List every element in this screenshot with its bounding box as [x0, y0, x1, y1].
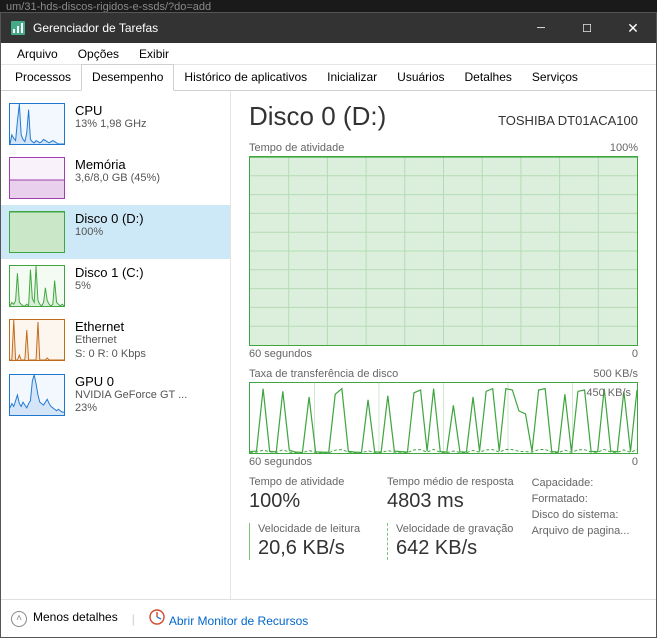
sidebar-item-subtitle: Ethernet S: 0 R: 0 Kbps [75, 334, 146, 362]
stat-write-label: Velocidade de gravação [396, 523, 514, 535]
menubar: ArquivoOpçõesExibir [1, 43, 656, 65]
sidebar-item-4[interactable]: EthernetEthernet S: 0 R: 0 Kbps [1, 313, 230, 368]
stat-write-value: 642 KB/s [396, 537, 514, 560]
sidebar-item-title: Disco 1 (C:) [75, 265, 144, 280]
main-panel: Disco 0 (D:) TOSHIBA DT01ACA100 Tempo de… [231, 91, 656, 599]
stat-resp-value: 4803 ms [387, 490, 514, 513]
sidebar-item-subtitle: 13% 1,98 GHz [75, 118, 147, 132]
chart1-label-left: Tempo de atividade [249, 142, 344, 154]
sidebar-item-subtitle: 5% [75, 280, 144, 294]
throughput-chart: 450 KB/s [249, 382, 638, 454]
sidebar-item-title: GPU 0 [75, 374, 187, 389]
tab-2[interactable]: Histórico de aplicativos [174, 65, 317, 90]
capacity-line: Capacidade: [532, 476, 630, 492]
open-resmon-link[interactable]: Abrir Monitor de Recursos [149, 609, 308, 628]
maximize-button[interactable]: ☐ [564, 13, 610, 43]
sidebar-thumb [9, 374, 65, 416]
stat-active-label: Tempo de atividade [249, 476, 369, 488]
menu-arquivo[interactable]: Arquivo [7, 45, 68, 63]
tab-0[interactable]: Processos [5, 65, 81, 90]
capacity-line: Disco do sistema: [532, 508, 630, 524]
sidebar-item-1[interactable]: Memória3,6/8,0 GB (45%) [1, 151, 230, 205]
separator: | [132, 612, 135, 626]
chart1-axis-right: 0 [632, 348, 638, 360]
fewer-details-button[interactable]: ˄Menos detalhes [11, 610, 118, 627]
stat-capacity-block: Capacidade:Formatado:Disco do sistema:Ar… [532, 476, 630, 570]
chart1-label-right: 100% [610, 142, 638, 154]
chevron-up-icon: ˄ [11, 611, 27, 627]
tab-3[interactable]: Inicializar [317, 65, 387, 90]
sidebar-item-subtitle: NVIDIA GeForce GT ... 23% [75, 389, 187, 417]
tab-4[interactable]: Usuários [387, 65, 454, 90]
sidebar-item-2[interactable]: Disco 0 (D:)100% [1, 205, 230, 259]
sidebar: CPU13% 1,98 GHzMemória3,6/8,0 GB (45%)Di… [1, 91, 231, 599]
stat-read-value: 20,6 KB/s [258, 537, 369, 560]
tab-6[interactable]: Serviços [522, 65, 588, 90]
chart1-axis-left: 60 segundos [249, 348, 312, 360]
page-title: Disco 0 (D:) [249, 101, 386, 132]
background-stray-text: um/31-hds-discos-rigidos-e-ssds/?do=add [0, 0, 657, 12]
close-button[interactable]: ✕ [610, 13, 656, 43]
tab-1[interactable]: Desempenho [81, 64, 174, 91]
footer: ˄Menos detalhes | Abrir Monitor de Recur… [1, 599, 656, 637]
sidebar-item-title: Ethernet [75, 319, 146, 334]
disk-model: TOSHIBA DT01ACA100 [498, 113, 638, 128]
chart2-label-right: 500 KB/s [593, 368, 638, 380]
capacity-line: Formatado: [532, 492, 630, 508]
app-icon [11, 21, 25, 35]
window: Gerenciador de Tarefas ─ ☐ ✕ ArquivoOpçõ… [0, 12, 657, 638]
sidebar-item-title: CPU [75, 103, 147, 118]
sidebar-thumb [9, 103, 65, 145]
sidebar-thumb [9, 319, 65, 361]
menu-exibir[interactable]: Exibir [129, 45, 179, 63]
sidebar-thumb [9, 211, 65, 253]
sidebar-thumb [9, 157, 65, 199]
sidebar-item-title: Memória [75, 157, 160, 172]
sidebar-item-5[interactable]: GPU 0NVIDIA GeForce GT ... 23% [1, 368, 230, 423]
chart2-axis-right: 0 [632, 456, 638, 468]
sidebar-item-subtitle: 100% [75, 226, 144, 240]
minimize-button[interactable]: ─ [518, 13, 564, 43]
menu-opções[interactable]: Opções [68, 45, 129, 63]
chart2-axis-left: 60 segundos [249, 456, 312, 468]
chart2-label-left: Taxa de transferência de disco [249, 368, 398, 380]
resmon-icon [149, 609, 165, 625]
chart2-inside-label: 450 KB/s [586, 387, 631, 399]
tab-5[interactable]: Detalhes [455, 65, 522, 90]
stat-resp-label: Tempo médio de resposta [387, 476, 514, 488]
sidebar-thumb [9, 265, 65, 307]
tabbar: ProcessosDesempenhoHistórico de aplicati… [1, 65, 656, 91]
activity-chart [249, 156, 638, 346]
sidebar-item-subtitle: 3,6/8,0 GB (45%) [75, 172, 160, 186]
stat-active-value: 100% [249, 490, 369, 513]
titlebar[interactable]: Gerenciador de Tarefas ─ ☐ ✕ [1, 13, 656, 43]
sidebar-item-3[interactable]: Disco 1 (C:)5% [1, 259, 230, 313]
capacity-line: Arquivo de pagina... [532, 524, 630, 540]
stat-read-label: Velocidade de leitura [258, 523, 369, 535]
sidebar-item-title: Disco 0 (D:) [75, 211, 144, 226]
sidebar-item-0[interactable]: CPU13% 1,98 GHz [1, 97, 230, 151]
window-title: Gerenciador de Tarefas [33, 21, 158, 35]
